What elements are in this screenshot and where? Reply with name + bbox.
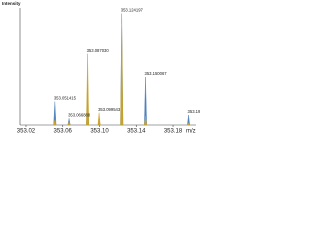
peak (67, 121, 71, 126)
peak (53, 119, 57, 126)
peak (187, 122, 191, 126)
x-axis-label: m/z (186, 129, 196, 135)
peak (144, 116, 147, 126)
x-tick-label: 353.06 (54, 129, 73, 135)
peak-label: 353.124197 (121, 8, 144, 13)
peak (86, 53, 89, 126)
peak-label: 353.196878 (188, 109, 200, 114)
peak-label: 353.066888 (68, 112, 91, 117)
x-tick-label: 353.14 (127, 129, 146, 135)
peak-label: 353.051415 (54, 96, 77, 101)
y-axis-label: Intensity (2, 1, 21, 6)
peak (120, 23, 124, 126)
x-tick-label: 353.18 (164, 129, 183, 135)
peak-label: 353.150067 (145, 71, 168, 76)
page: Intensity m/z 353.02 353.06 353.10 353.14 35… (2, 1, 200, 135)
peak-label: 353.099543 (98, 107, 121, 112)
chart: Intensity m/z 353.02 353.06 353.10 353.14 35… (2, 1, 200, 135)
peak-label: 353.087030 (87, 48, 110, 53)
x-tick-label: 353.02 (17, 129, 36, 135)
x-tick-label: 353.10 (90, 129, 109, 135)
peak (97, 112, 101, 126)
